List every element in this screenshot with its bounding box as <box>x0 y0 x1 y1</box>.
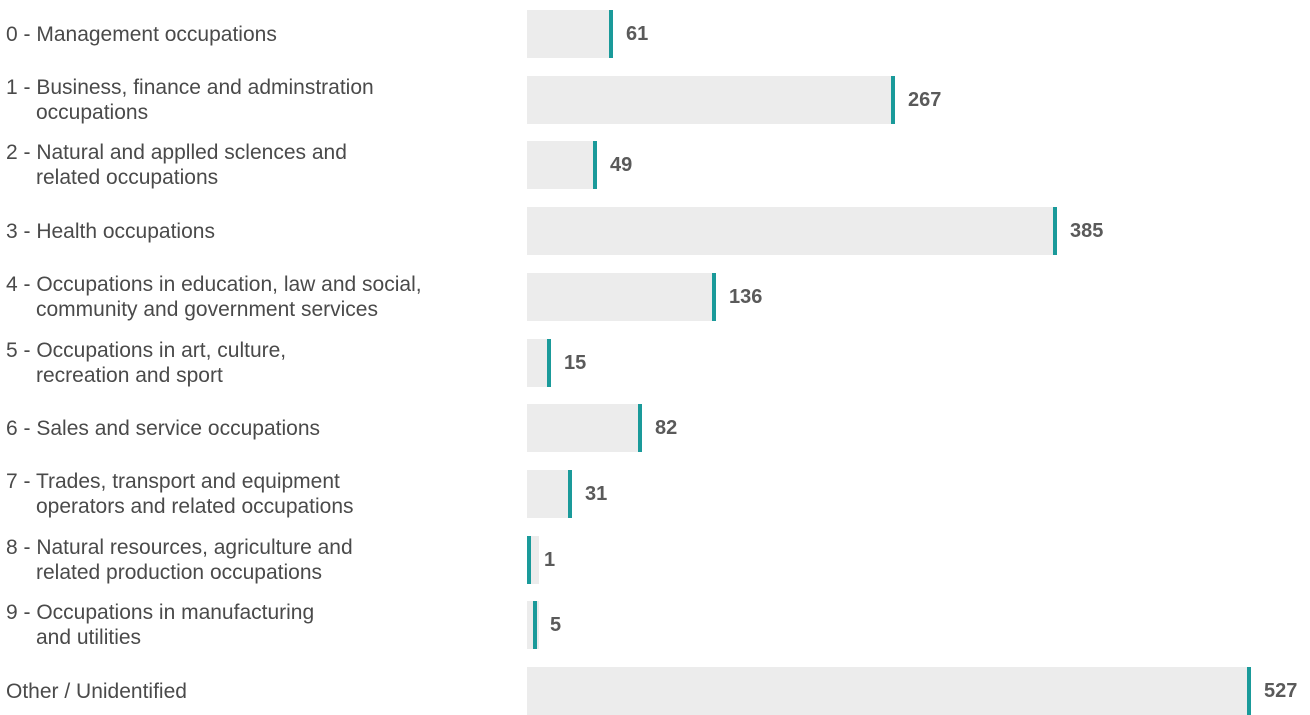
bar-value-marker <box>638 404 642 452</box>
bar <box>527 10 610 58</box>
category-label: 8 - Natural resources, agriculture and re… <box>6 535 353 585</box>
bar <box>527 339 548 387</box>
category-label-line: 5 - Occupations in art, culture, <box>6 339 287 362</box>
bar <box>527 667 1248 715</box>
category-label-line: 9 - Occupations in manufacturing <box>6 601 315 624</box>
bar-value-label: 136 <box>729 286 763 308</box>
category-label-line: related production occupations <box>36 561 323 584</box>
bar <box>527 273 713 321</box>
bar-value-label: 31 <box>585 483 608 505</box>
category-label-line: 6 - Sales and service occupations <box>6 417 321 440</box>
bar <box>527 207 1054 255</box>
category-label-line: 4 - Occupations in education, law and so… <box>6 273 422 296</box>
bar-value-marker <box>593 141 597 189</box>
bar-value-marker <box>527 536 531 584</box>
category-label: 0 - Management occupations <box>6 22 277 47</box>
bar-value-marker <box>1247 667 1251 715</box>
bar-value-marker <box>533 601 537 649</box>
category-label: 2 - Natural and applled sclences and rela… <box>6 140 347 190</box>
bar-value-label: 527 <box>1264 680 1298 702</box>
bar <box>527 470 569 518</box>
category-label-line: 3 - Health occupations <box>6 220 215 243</box>
bar-value-marker <box>1053 207 1057 255</box>
bar-value-label: 385 <box>1070 220 1104 242</box>
category-label: 9 - Occupations in manufacturing and util… <box>6 600 314 650</box>
category-label-line: related occupations <box>36 166 219 189</box>
bar <box>527 404 639 452</box>
bar-value-label: 267 <box>908 89 942 111</box>
bar-value-label: 5 <box>550 614 562 636</box>
category-label-line: 7 - Trades, transport and equipment <box>6 470 340 493</box>
category-label: 3 - Health occupations <box>6 219 215 244</box>
bar-value-marker <box>568 470 572 518</box>
bar <box>527 141 594 189</box>
category-label: 5 - Occupations in art, culture, recreati… <box>6 338 286 388</box>
category-label-line: operators and related occupations <box>36 495 354 518</box>
bar-value-label: 61 <box>626 23 649 45</box>
bar-value-marker <box>609 10 613 58</box>
category-label-line: occupations <box>36 101 149 124</box>
category-label: 1 - Business, finance and adminstration o… <box>6 75 374 125</box>
category-label-line: recreation and sport <box>36 364 223 387</box>
bar-value-label: 49 <box>610 154 633 176</box>
category-label-line: 0 - Management occupations <box>6 23 277 46</box>
category-label-line: 8 - Natural resources, agriculture and <box>6 536 353 559</box>
bar-value-label: 1 <box>544 549 556 571</box>
category-label-line: Other / Unidentified <box>6 680 187 703</box>
category-label-line: community and government services <box>36 298 378 321</box>
category-label-line: and utilities <box>36 626 142 649</box>
category-label: 7 - Trades, transport and equipment opera… <box>6 469 354 519</box>
category-label: 4 - Occupations in education, law and so… <box>6 272 422 322</box>
bar-value-marker <box>547 339 551 387</box>
category-label-line: 1 - Business, finance and adminstration <box>6 76 374 99</box>
category-label-line: 2 - Natural and applled sclences and <box>6 141 347 164</box>
bar-value-label: 15 <box>564 352 587 374</box>
category-label: Other / Unidentified <box>6 679 187 704</box>
category-label: 6 - Sales and service occupations <box>6 416 320 441</box>
bar-value-marker <box>712 273 716 321</box>
bar-value-marker <box>891 76 895 124</box>
bar-value-label: 82 <box>655 417 678 439</box>
bar <box>527 76 892 124</box>
